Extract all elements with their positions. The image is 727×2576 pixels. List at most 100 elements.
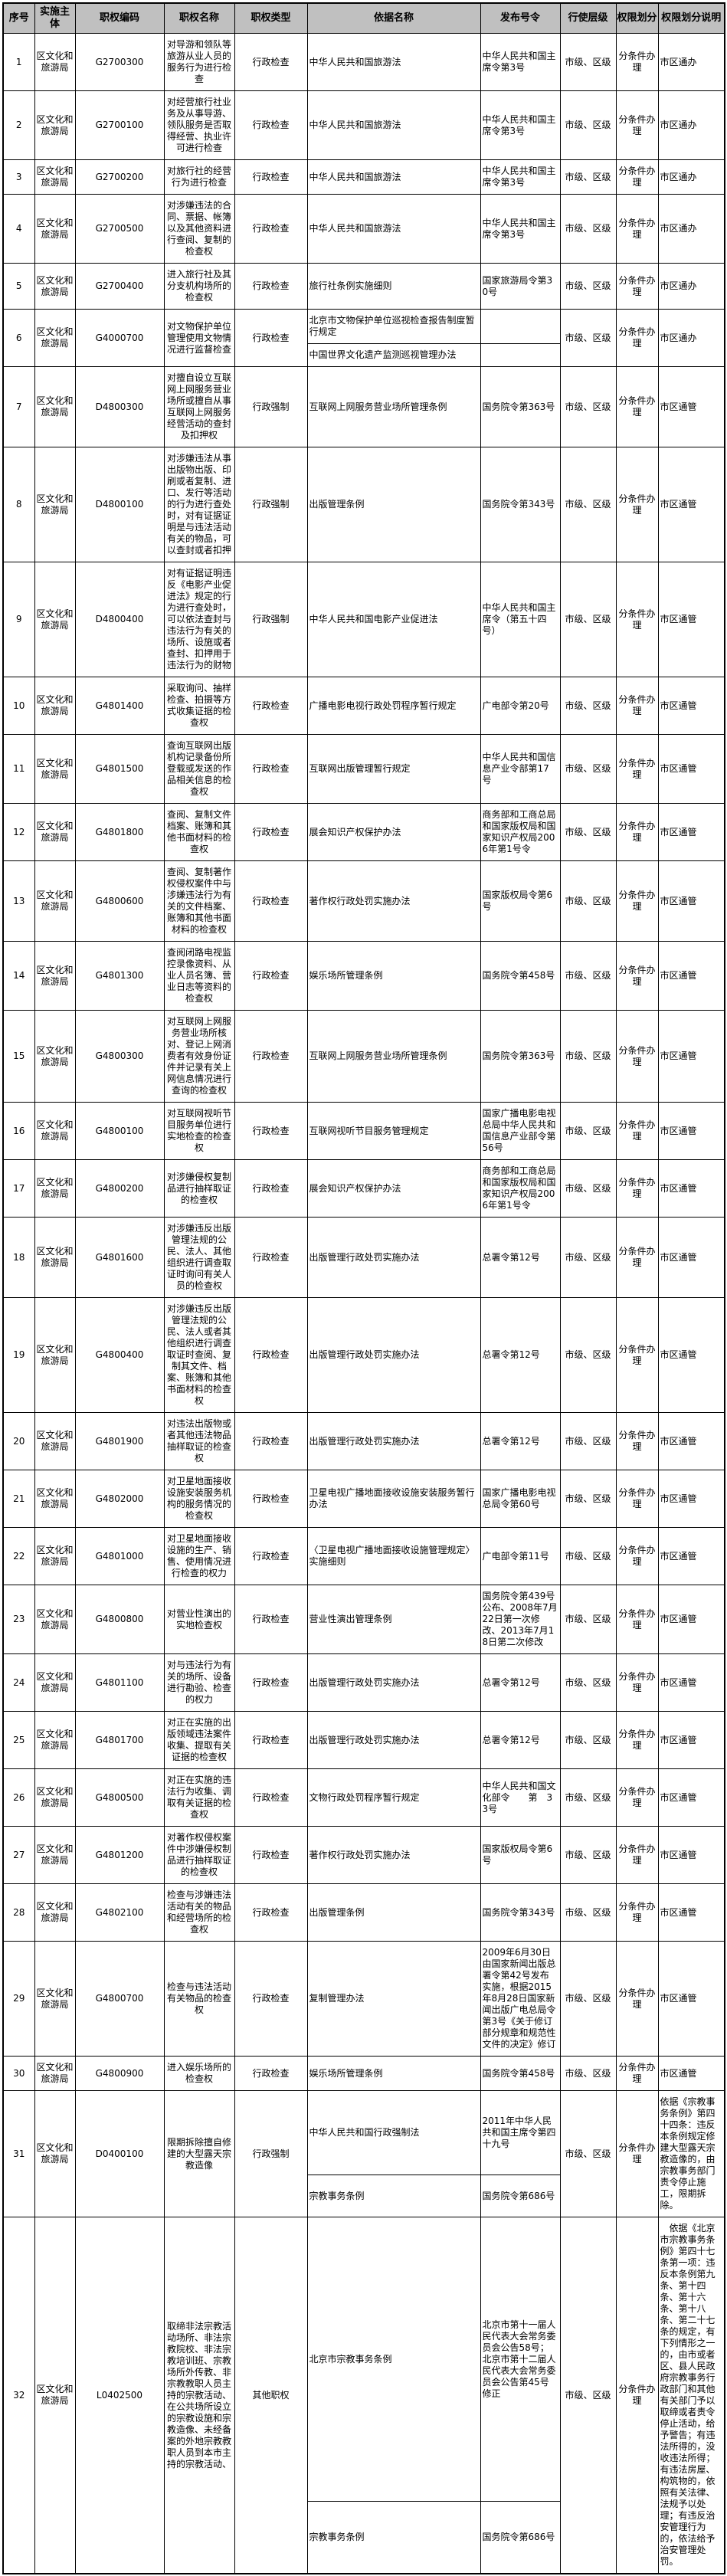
cell-issue-order: 国家版权局令第6号 [480,860,561,942]
cell-serial-no: 28 [2,1883,35,1942]
cell-exercise-level: 市级、区级 [559,677,617,735]
cell-power-code: G4800700 [74,1941,165,2057]
col-header-agency: 实施主体 [34,2,76,34]
cell-basis-name: 中华人民共和国旅游法 [306,194,481,264]
cell-basis-name: 中华人民共和国旅游法 [306,159,481,195]
cell-agency: 区文化和旅游局 [34,1470,76,1528]
table-row: 4 区文化和旅游局 G2700500 对涉嫌违法的合同、票据、帐簿以及其他资料进行查阅… [2,194,725,264]
cell-exercise-level: 市级、区级 [559,1768,617,1827]
cell-power-type: 行政检查 [234,2056,308,2091]
cell-division: 分条件办理 [615,1826,659,1884]
cell-division: 分条件办理 [615,1585,659,1654]
cell-basis-name: 营业性演出管理条例 [306,1585,481,1654]
cell-serial-no: 3 [2,159,35,195]
cell-power-name: 对与违法行为有关的场所、设备进行勘验、检查的权力 [163,1653,235,1712]
table-row: 16 区文化和旅游局 G4800100 对互联网视听节目服务单位进行实地检查的检查权行… [2,1102,725,1160]
cell-power-type: 行政检查 [234,1653,308,1712]
cell-power-type: 行政检查 [234,1102,308,1160]
cell-division: 分条件办理 [615,1010,659,1103]
cell-exercise-level: 市级、区级 [559,1585,617,1654]
cell-power-code: D0400100 [74,2090,165,2217]
table-row: 13 区文化和旅游局 G4800600 查阅、复制著作权侵权案件中与涉嫌违法行为有关的… [2,860,725,942]
cell-power-name: 进入旅行社及其分支机构场所的检查权 [163,263,235,310]
cell-power-code: G4801400 [74,677,165,735]
cell-basis-name: 互联网上网服务营业场所管理条例 [306,1010,481,1103]
cell-basis-name: 北京市文物保护单位巡视检查报告制度暂行规定 [306,309,481,344]
cell-basis-name: 娱乐场所管理条例 [306,941,481,1011]
table-row: 14 区文化和旅游局 G4801300 查阅闭路电视监控录像资料、从业人员名簿、营业日… [2,941,725,1011]
cell-agency: 区文化和旅游局 [34,1711,76,1769]
cell-serial-no: 12 [2,803,35,861]
cell-serial-no: 32 [2,2217,35,2574]
cell-issue-order: 中华人民共和国主席令第3号 [480,33,561,91]
cell-exercise-level: 市级、区级 [559,1412,617,1470]
cell-basis-name: 旅行社条例实施细则 [306,263,481,310]
cell-power-type: 行政强制 [234,562,308,677]
cell-agency: 区文化和旅游局 [34,2090,76,2217]
cell-division-note: 市区通办 [657,194,725,264]
table-row: 27 区文化和旅游局 G4801200 对著作权侵权案件中涉嫌侵权制品进行抽样取证的检… [2,1826,725,1884]
cell-power-type: 行政检查 [234,1527,308,1585]
cell-division-note: 市区通管 [657,941,725,1011]
table-row: 11 区文化和旅游局 G4801500 查询互联网出版机构记录备份所登载或发送的作品相… [2,734,725,804]
cell-agency: 区文化和旅游局 [34,263,76,310]
cell-basis-name: 〈卫星电视广播地面接收设施管理规定〉实施细则 [306,1527,481,1585]
cell-issue-order: 广电部令第20号 [480,677,561,735]
cell-power-code: G4802000 [74,1470,165,1528]
cell-agency: 区文化和旅游局 [34,33,76,91]
cell-division: 分条件办理 [615,677,659,735]
cell-division: 分条件办理 [615,1941,659,2057]
cell-division: 分条件办理 [615,1412,659,1470]
cell-power-name: 对擅自设立互联网上网服务营业场所或擅自从事互联网上网服务经营活动的查封及扣押权 [163,366,235,447]
cell-exercise-level: 市级、区级 [559,309,617,367]
cell-issue-order: 广电部令第11号 [480,1527,561,1585]
cell-division-note: 市区通管 [657,1412,725,1470]
cell-power-type: 行政检查 [234,803,308,861]
cell-power-type: 行政检查 [234,1470,308,1528]
cell-basis-name: 中华人民共和国旅游法 [306,33,481,91]
cell-exercise-level: 市级、区级 [559,2217,617,2574]
cell-serial-no: 2 [2,90,35,160]
cell-division-note: 市区通管 [657,1883,725,1942]
cell-power-code: G4801800 [74,803,165,861]
cell-power-name: 限期拆除擅自修建的大型露天宗教造像 [163,2090,235,2217]
cell-basis-name: 展会知识产权保护办法 [306,803,481,861]
cell-agency: 区文化和旅游局 [34,1883,76,1942]
cell-agency: 区文化和旅游局 [34,1412,76,1470]
cell-issue-order: 国务院令第363号 [480,366,561,447]
cell-basis-name: 出版管理行政处罚实施办法 [306,1412,481,1470]
cell-serial-no: 5 [2,263,35,310]
cell-exercise-level: 市级、区级 [559,860,617,942]
cell-basis-name: 中国世界文化遗产监测巡视管理办法 [306,343,481,367]
cell-issue-order: 中华人民共和国主席令第3号 [480,194,561,264]
cell-power-name: 取缔非法宗教活动场所、非法宗教院校、非法宗教培训班、宗教场所外传教、非宗教教职人… [163,2217,235,2574]
table-row: 28 区文化和旅游局 G4802100 检查与涉嫌违法活动有关的物品和经营场所的检查权… [2,1883,725,1942]
table-row: 8 区文化和旅游局 D4800100 对涉嫌违法从事出版物出版、印刷或者复制、进口、发… [2,447,725,562]
cell-power-code: G4800400 [74,1297,165,1413]
cell-exercise-level: 市级、区级 [559,159,617,195]
cell-division-note: 市区通办 [657,309,725,367]
cell-agency: 区文化和旅游局 [34,803,76,861]
cell-issue-order [480,343,561,367]
cell-power-code: G4800600 [74,860,165,942]
cell-serial-no: 21 [2,1470,35,1528]
cell-exercise-level: 市级、区级 [559,1010,617,1103]
cell-division: 分条件办理 [615,2056,659,2091]
table-row: 21 区文化和旅游局 G4802000 对卫星地面接收设施安装服务机构的服务情况的检查… [2,1470,725,1528]
table-row: 26 区文化和旅游局 G4800500 对正在实施的违法行为收集、调取有关证据的检查权… [2,1768,725,1827]
cell-division-note: 依据《宗教事务条例》第四十四条：违反本条例规定修建大型露天宗教造像的，由宗教事务… [657,2090,725,2217]
cell-issue-order: 总署令第12号 [480,1297,561,1413]
cell-issue-order: 国务院令第686号 [480,2501,561,2574]
cell-division: 分条件办理 [615,1159,659,1218]
cell-power-code: G2700400 [74,263,165,310]
col-header-exercise-level: 行使层级 [559,2,617,34]
cell-exercise-level: 市级、区级 [559,1217,617,1298]
cell-serial-no: 23 [2,1585,35,1654]
cell-basis-name: 互联网上网服务营业场所管理条例 [306,366,481,447]
cell-power-code: G4801300 [74,941,165,1011]
cell-division: 分条件办理 [615,1768,659,1827]
cell-power-code: G4800500 [74,1768,165,1827]
cell-power-name: 对营业性演出的实地检查权 [163,1585,235,1654]
cell-exercise-level: 市级、区级 [559,263,617,310]
cell-serial-no: 17 [2,1159,35,1218]
